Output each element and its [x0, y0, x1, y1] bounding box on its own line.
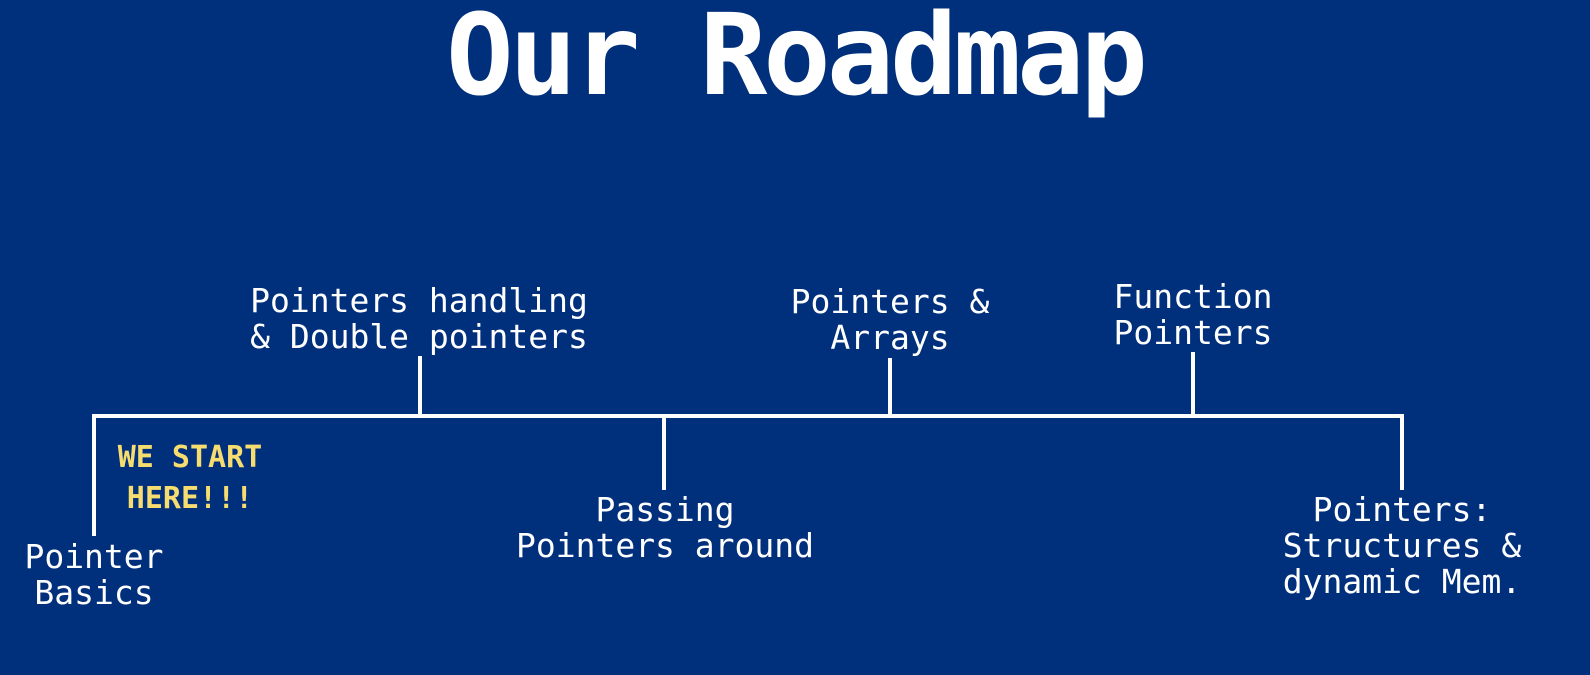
milestone-pointer-basics: Pointer Basics [24, 537, 164, 612]
timeline-axis [92, 414, 1404, 418]
connector-passing-pointers [662, 416, 666, 490]
connector-pointers-arrays [888, 358, 892, 416]
connector-function-pointers [1191, 352, 1195, 414]
milestone-pointers-handling: Pointers handling & Double pointers [250, 281, 588, 356]
connector-pointers-handling [418, 356, 422, 416]
connector-structures-dynamic-mem [1400, 416, 1404, 490]
page-title: Our Roadmap [446, 0, 1148, 121]
milestone-structures-dynamic-mem: Pointers: Structures & dynamic Mem. [1282, 490, 1522, 601]
milestone-function-pointers: Function Pointers [1113, 277, 1273, 352]
milestone-pointers-arrays: Pointers & Arrays [790, 282, 990, 357]
milestone-passing-pointers: Passing Pointers around [515, 490, 814, 565]
start-note: WE START HERE!!! [117, 440, 263, 516]
connector-pointer-basics [92, 414, 96, 536]
